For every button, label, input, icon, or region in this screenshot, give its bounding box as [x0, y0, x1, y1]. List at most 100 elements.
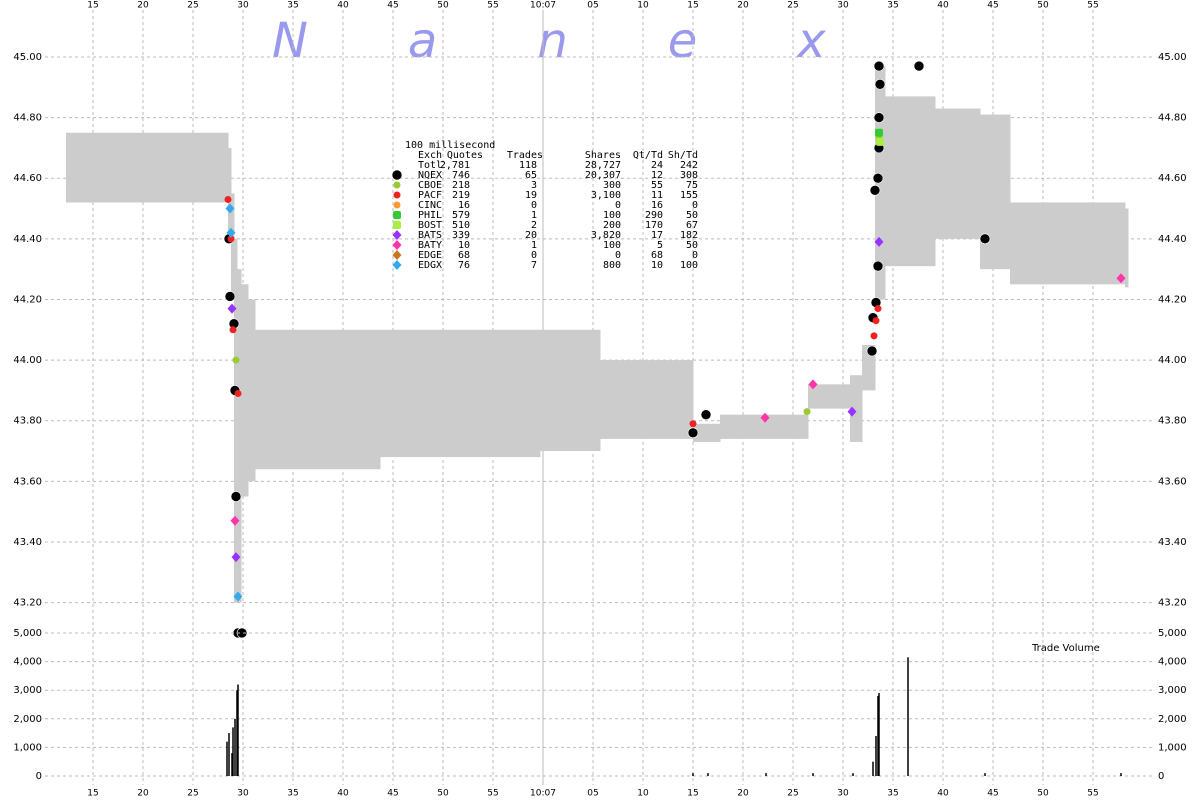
stats-total: 28,727 [585, 160, 621, 171]
x-tick-label: 30 [837, 789, 849, 799]
x-tick-label: 15 [687, 1, 698, 11]
stats-header: Quotes [447, 150, 483, 161]
legend-marker [392, 230, 402, 240]
stats-cell: 65 [525, 170, 537, 181]
stats-header: Shares [585, 150, 621, 161]
legend-entry: BATS [418, 230, 442, 241]
x-tick-label: 35 [287, 789, 298, 799]
spread-band [862, 344, 876, 391]
stats-cell: 68 [458, 250, 470, 261]
volume-bar [852, 773, 854, 776]
y-tick-label: 45.00 [13, 52, 42, 63]
stats-cell: 510 [452, 220, 470, 231]
stats-cell: 55 [651, 180, 663, 191]
legend-marker [392, 240, 402, 250]
legend-marker [393, 201, 401, 209]
trade-marker [230, 491, 242, 502]
stats-cell: 76 [458, 260, 470, 271]
x-tick-label: 45 [987, 789, 998, 799]
spread-band [850, 375, 863, 442]
legend-marker [391, 169, 403, 181]
trade-marker [873, 60, 885, 72]
legend-entry: BOST [418, 220, 442, 231]
legend-entry: EDGX [418, 260, 442, 271]
trade-marker [869, 185, 881, 196]
legend-marker [393, 181, 401, 189]
y-tick-label: 3,000 [13, 685, 42, 696]
x-tick-label: 40 [937, 789, 949, 799]
spread-band [380, 329, 541, 458]
y-tick-label: 0 [1158, 771, 1164, 782]
spread-band [540, 329, 601, 452]
y-tick-label: 1,000 [1158, 742, 1187, 753]
trade-marker [803, 408, 811, 416]
y-tick-label: 2,000 [1158, 714, 1187, 725]
y-tick-label: 4,000 [13, 657, 42, 668]
trade-marker [230, 515, 240, 526]
stats-total: 118 [519, 160, 537, 171]
trade-marker [225, 203, 235, 214]
y-tick-label: 43.80 [1158, 416, 1187, 427]
chart-title: Nanex [272, 13, 926, 69]
x-tick-label: 45 [987, 1, 998, 11]
legend-marker [393, 191, 401, 199]
x-tick-label: 25 [187, 789, 198, 799]
legend-entry: CINC [418, 200, 442, 211]
trade-marker [874, 236, 884, 247]
stats-cell: 50 [686, 210, 698, 221]
x-tick-label: 10 [637, 1, 649, 11]
stats-cell: 1 [531, 210, 537, 221]
stats-cell: 2 [531, 220, 537, 231]
trade-marker [872, 260, 884, 272]
stats-cell: 100 [680, 260, 698, 271]
stats-cell: 0 [615, 250, 621, 261]
trade-marker [847, 406, 857, 417]
volume-bar [237, 684, 239, 776]
y-tick-label: 43.20 [13, 598, 42, 609]
x-tick-label: 30 [837, 1, 849, 11]
x-tick-label: 20 [737, 1, 749, 11]
y-tick-label: 44.80 [13, 113, 42, 124]
stats-cell: 0 [615, 200, 621, 211]
volume-bar [984, 773, 986, 776]
stats-cell: 218 [452, 180, 470, 191]
spread-band [241, 284, 249, 497]
volume-bar [875, 735, 877, 776]
trade-marker [872, 317, 880, 325]
trade-marker [874, 78, 886, 90]
spread-band [255, 329, 381, 470]
spread-band [693, 423, 721, 442]
trade-marker [233, 591, 243, 602]
trade-marker [687, 427, 699, 439]
stats-cell: 16 [458, 200, 470, 211]
trade-marker [231, 552, 241, 563]
stats-cell: 50 [686, 240, 698, 251]
stats-total: 2,781 [440, 160, 470, 171]
volume-bar [226, 741, 228, 776]
stats-cell: 100 [603, 210, 621, 221]
x-tick-label: 55 [487, 789, 498, 799]
trade-marker [874, 305, 882, 313]
trade-marker [808, 379, 818, 390]
y-tick-label: 43.40 [13, 537, 42, 548]
volume-bar [872, 761, 874, 776]
x-tick-label: 25 [187, 1, 198, 11]
stats-cell: 579 [452, 210, 470, 221]
stats-cell: 182 [680, 230, 698, 241]
stats-cell: 0 [531, 250, 537, 261]
stats-cell: 0 [531, 200, 537, 211]
y-tick-label: 44.20 [1158, 294, 1187, 305]
stats-cell: 10 [458, 240, 470, 251]
stats-title: 100 millisecond [405, 140, 495, 151]
stats-cell: 219 [452, 190, 470, 201]
y-tick-label: 3,000 [1158, 685, 1187, 696]
y-tick-label: 43.20 [1158, 598, 1187, 609]
trade-marker [913, 60, 925, 72]
stats-cell: 0 [692, 250, 698, 261]
stats-cell: 3,820 [591, 230, 621, 241]
stats-cell: 170 [645, 220, 663, 231]
volume-bar [228, 733, 230, 776]
x-tick-label: 30 [237, 789, 249, 799]
x-tick-label: 50 [437, 1, 449, 11]
x-tick-label: 40 [937, 1, 949, 11]
